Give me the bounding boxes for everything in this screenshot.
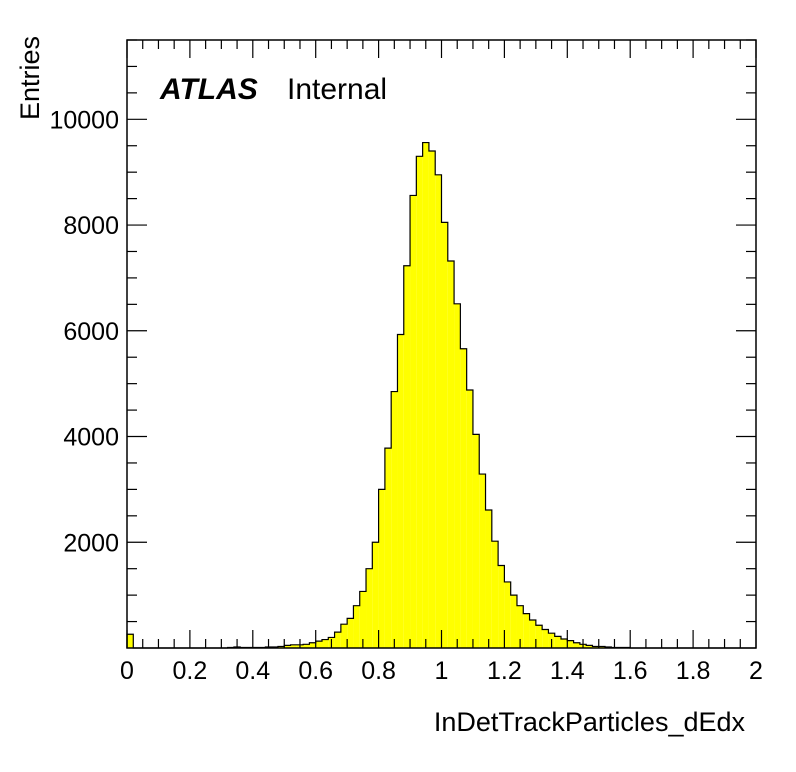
histogram-bar [510, 595, 517, 648]
x-tick-labels: 0 0.2 0.4 0.6 0.8 1 1.2 1.4 1.6 1.8 2 [120, 657, 763, 685]
histogram-bar [359, 591, 367, 648]
histogram-bar [353, 605, 360, 648]
x-axis-title: InDetTrackParticles_dEdx [434, 707, 746, 737]
histogram-bar [485, 510, 492, 648]
histogram-bar [384, 448, 392, 648]
histogram-bar [479, 474, 486, 648]
x-tick-label: 0 [120, 657, 134, 685]
histogram-bar [435, 174, 442, 649]
histogram-bar [127, 634, 134, 648]
histogram-bar [460, 348, 467, 648]
x-tick-label: 1.6 [613, 657, 648, 685]
histogram-bar [422, 142, 429, 648]
histogram-bar [366, 568, 373, 648]
histogram-bar [410, 195, 417, 648]
x-tick-label: 2 [749, 657, 763, 685]
y-axis-title: Entries [15, 36, 45, 120]
atlas-label: ATLAS [159, 73, 258, 106]
histogram-bar [472, 434, 480, 648]
x-tick-label: 0.6 [298, 657, 333, 685]
histogram-bar [334, 632, 341, 648]
atlas-status-label: Internal [287, 73, 387, 106]
histogram-bar [529, 619, 536, 648]
histogram-bar [321, 639, 329, 648]
histogram-bar [397, 334, 404, 648]
histogram-bar [491, 541, 499, 648]
plot-frame [126, 39, 757, 649]
histogram-bar [567, 640, 574, 648]
y-tick-label: 6000 [63, 318, 119, 346]
y-tick-label: 10000 [49, 106, 119, 134]
y-tick-label: 8000 [63, 212, 119, 240]
y-tick-labels: 2000 4000 6000 8000 10000 [49, 106, 119, 557]
histogram-bar [372, 542, 379, 648]
histogram-bar [303, 644, 310, 648]
x-tick-label: 1 [435, 657, 449, 685]
histogram-bar [535, 625, 543, 648]
histogram-bar [447, 260, 455, 648]
histogram-bar [309, 642, 316, 648]
y-tick-label: 2000 [63, 529, 119, 557]
histogram-bars [127, 142, 631, 649]
y-tick-label: 4000 [63, 424, 119, 452]
histogram-bar [441, 222, 448, 648]
histogram-bar [586, 645, 593, 648]
x-tick-label: 0.4 [235, 657, 270, 685]
x-tick-label: 0.2 [173, 657, 208, 685]
histogram-bar [391, 391, 398, 648]
histogram-bar [277, 646, 285, 648]
histogram-bar [347, 618, 354, 648]
histogram-bar [554, 636, 562, 648]
x-tick-label: 1.2 [487, 657, 522, 685]
histogram-bar [573, 642, 580, 648]
histogram-bar [378, 489, 385, 648]
histogram-bar [516, 605, 524, 648]
histogram-bar [284, 645, 291, 648]
histogram-bar [403, 265, 411, 648]
histogram-bar [340, 624, 348, 648]
histogram-bar [315, 641, 322, 648]
x-tick-label: 0.8 [361, 657, 396, 685]
histogram-bar [561, 639, 568, 648]
x-tick-label: 1.8 [676, 657, 711, 685]
histogram-bar [416, 156, 423, 648]
axis-ticks [126, 39, 757, 648]
histogram-bar [598, 646, 606, 648]
histogram-bar [592, 646, 599, 648]
histogram-bar [498, 565, 505, 648]
histogram-bar [428, 151, 436, 648]
histogram-bar [290, 644, 297, 648]
histogram-bar [504, 581, 511, 648]
x-tick-label: 1.4 [550, 657, 585, 685]
histogram-bar [542, 629, 549, 648]
histogram-bar [523, 613, 530, 648]
histogram-bar [466, 389, 473, 648]
histogram-bar [454, 303, 461, 648]
